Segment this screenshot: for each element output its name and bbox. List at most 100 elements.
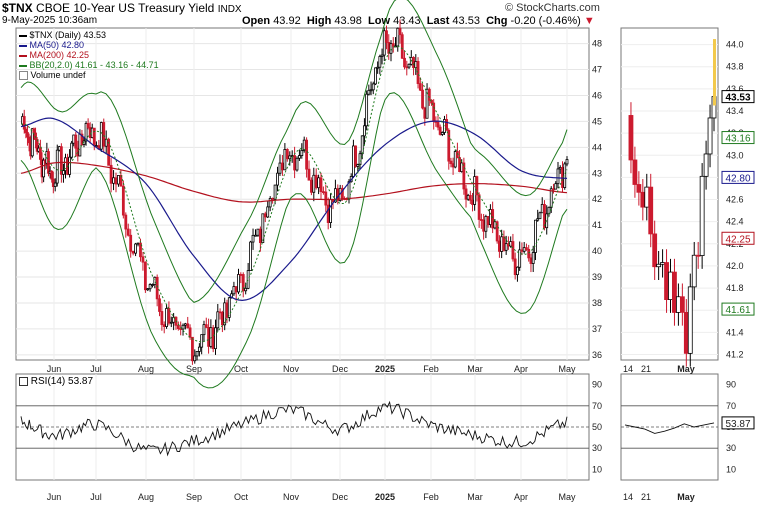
price-x-tick-label: Mar — [467, 364, 483, 374]
price-candle-body — [440, 132, 444, 135]
price-candle-body — [211, 327, 215, 350]
price-x-tick-label: Feb — [423, 364, 439, 374]
price-candle-body — [466, 195, 470, 200]
price-candle-body — [181, 324, 185, 330]
rsi-x-tick-label: May — [558, 492, 576, 502]
price-candle-body — [491, 209, 495, 229]
rsi-x-tick-label: Dec — [332, 492, 349, 502]
price-candle-body — [358, 153, 362, 165]
price-y-tick-label: 37 — [592, 324, 602, 334]
price-candle-body — [146, 288, 150, 291]
rsi-value-tag-box — [721, 416, 755, 430]
price-candle-body — [220, 311, 224, 326]
zoom-y-tick-label: 43.0 — [726, 150, 744, 160]
price-candle-body — [471, 199, 474, 205]
price-candle-body — [516, 266, 519, 276]
price-candle-body — [473, 176, 477, 205]
price-candle-body — [38, 147, 42, 160]
price-y-tick-label: 41 — [592, 220, 602, 230]
price-candle-body — [297, 155, 301, 159]
price-candle-body — [309, 179, 313, 193]
price-candle-body — [107, 138, 111, 166]
price-candle-body — [509, 241, 513, 247]
price-candle-body — [365, 93, 369, 127]
ticker-title: $TNX CBOE 10-Year US Treasury Yield INDX — [2, 1, 242, 15]
rsi-x-tick-label: 2025 — [375, 492, 395, 502]
price-candle-body — [197, 346, 201, 352]
price-candle-body — [134, 243, 137, 254]
price-candle-body — [389, 43, 393, 54]
price-candle-body — [202, 324, 206, 336]
price-candle-body — [271, 197, 275, 200]
price-candle-body — [482, 219, 486, 232]
rsi-y-tick-label: 50 — [592, 422, 602, 432]
price-candle-body — [191, 336, 194, 362]
price-candle-body — [254, 234, 257, 237]
price-candle-body — [500, 236, 504, 252]
price-candle-body — [129, 234, 133, 252]
price-candle-body — [531, 252, 535, 264]
rsi-x-tick-label: Nov — [283, 492, 300, 502]
price-candle-body — [102, 122, 106, 147]
price-candle-body — [302, 139, 306, 151]
price-y-tick-label: 40 — [592, 246, 602, 256]
price-candle-body — [109, 164, 113, 184]
ma50-line — [20, 117, 568, 302]
zoom-x-tick-label: 21 — [641, 364, 651, 374]
price-candle-body — [246, 270, 250, 289]
price-candle-body — [488, 209, 492, 225]
price-candle-body — [529, 257, 533, 264]
zoom-candle-body — [683, 311, 689, 354]
zoom-y-tick-label: 43.4 — [726, 106, 744, 116]
zoom-candle-body — [691, 254, 697, 288]
price-candle-body — [540, 203, 544, 214]
price-candle-body — [547, 206, 551, 215]
rsi-x-tick-label: Jul — [90, 492, 102, 502]
price-candle-body — [193, 355, 197, 362]
price-candle-body — [204, 324, 208, 328]
price-candle-body — [293, 155, 297, 171]
price-candle-body — [80, 133, 84, 145]
price-candle-body — [141, 256, 145, 263]
price-candle-body — [453, 151, 457, 168]
price-candle-body — [24, 128, 28, 133]
price-candle-body — [59, 146, 63, 175]
zoom-candle-body — [695, 254, 701, 257]
price-candle-body — [493, 221, 497, 229]
price-x-tick-label: 2025 — [375, 364, 395, 374]
price-candle-body — [445, 119, 449, 131]
price-candle-body — [511, 241, 515, 260]
price-candle-body — [239, 274, 243, 276]
price-candle-body — [312, 174, 316, 193]
price-candle-body — [232, 286, 236, 295]
price-candle-body — [131, 250, 135, 254]
brand: © StockCharts.com — [505, 2, 600, 14]
zoom-candle-body — [676, 296, 681, 313]
quote-date: 9-May-2025 10:36am — [2, 15, 98, 26]
price-y-tick-label: 36 — [592, 350, 602, 360]
price-candle-body — [200, 334, 204, 348]
price-candle-body — [237, 274, 240, 293]
zoom-candle-body — [656, 263, 662, 268]
rsi-line — [20, 400, 568, 457]
price-candle-body — [418, 83, 422, 91]
price-candle-body — [139, 242, 142, 258]
zoom-value-tag-box — [721, 170, 755, 184]
price-candle-body — [432, 102, 436, 122]
zoom-value-tag-box — [721, 302, 755, 316]
price-x-tick-label: Nov — [283, 364, 300, 374]
price-candle-body — [151, 284, 154, 286]
rsi-x-tick-label: Feb — [423, 492, 439, 502]
price-candle-body — [288, 155, 292, 160]
price-candle-body — [186, 323, 190, 329]
price-candle-body — [371, 83, 375, 91]
price-candle-body — [295, 157, 299, 171]
zoom-value-tag: 43.53 — [725, 93, 750, 104]
price-candle-body — [266, 206, 270, 218]
price-candle-body — [502, 236, 506, 251]
price-candle-body — [425, 88, 429, 119]
price-candle-body — [398, 27, 402, 36]
price-candle-body — [475, 176, 479, 196]
price-candle-body — [520, 249, 524, 252]
price-candle-body — [148, 284, 152, 290]
